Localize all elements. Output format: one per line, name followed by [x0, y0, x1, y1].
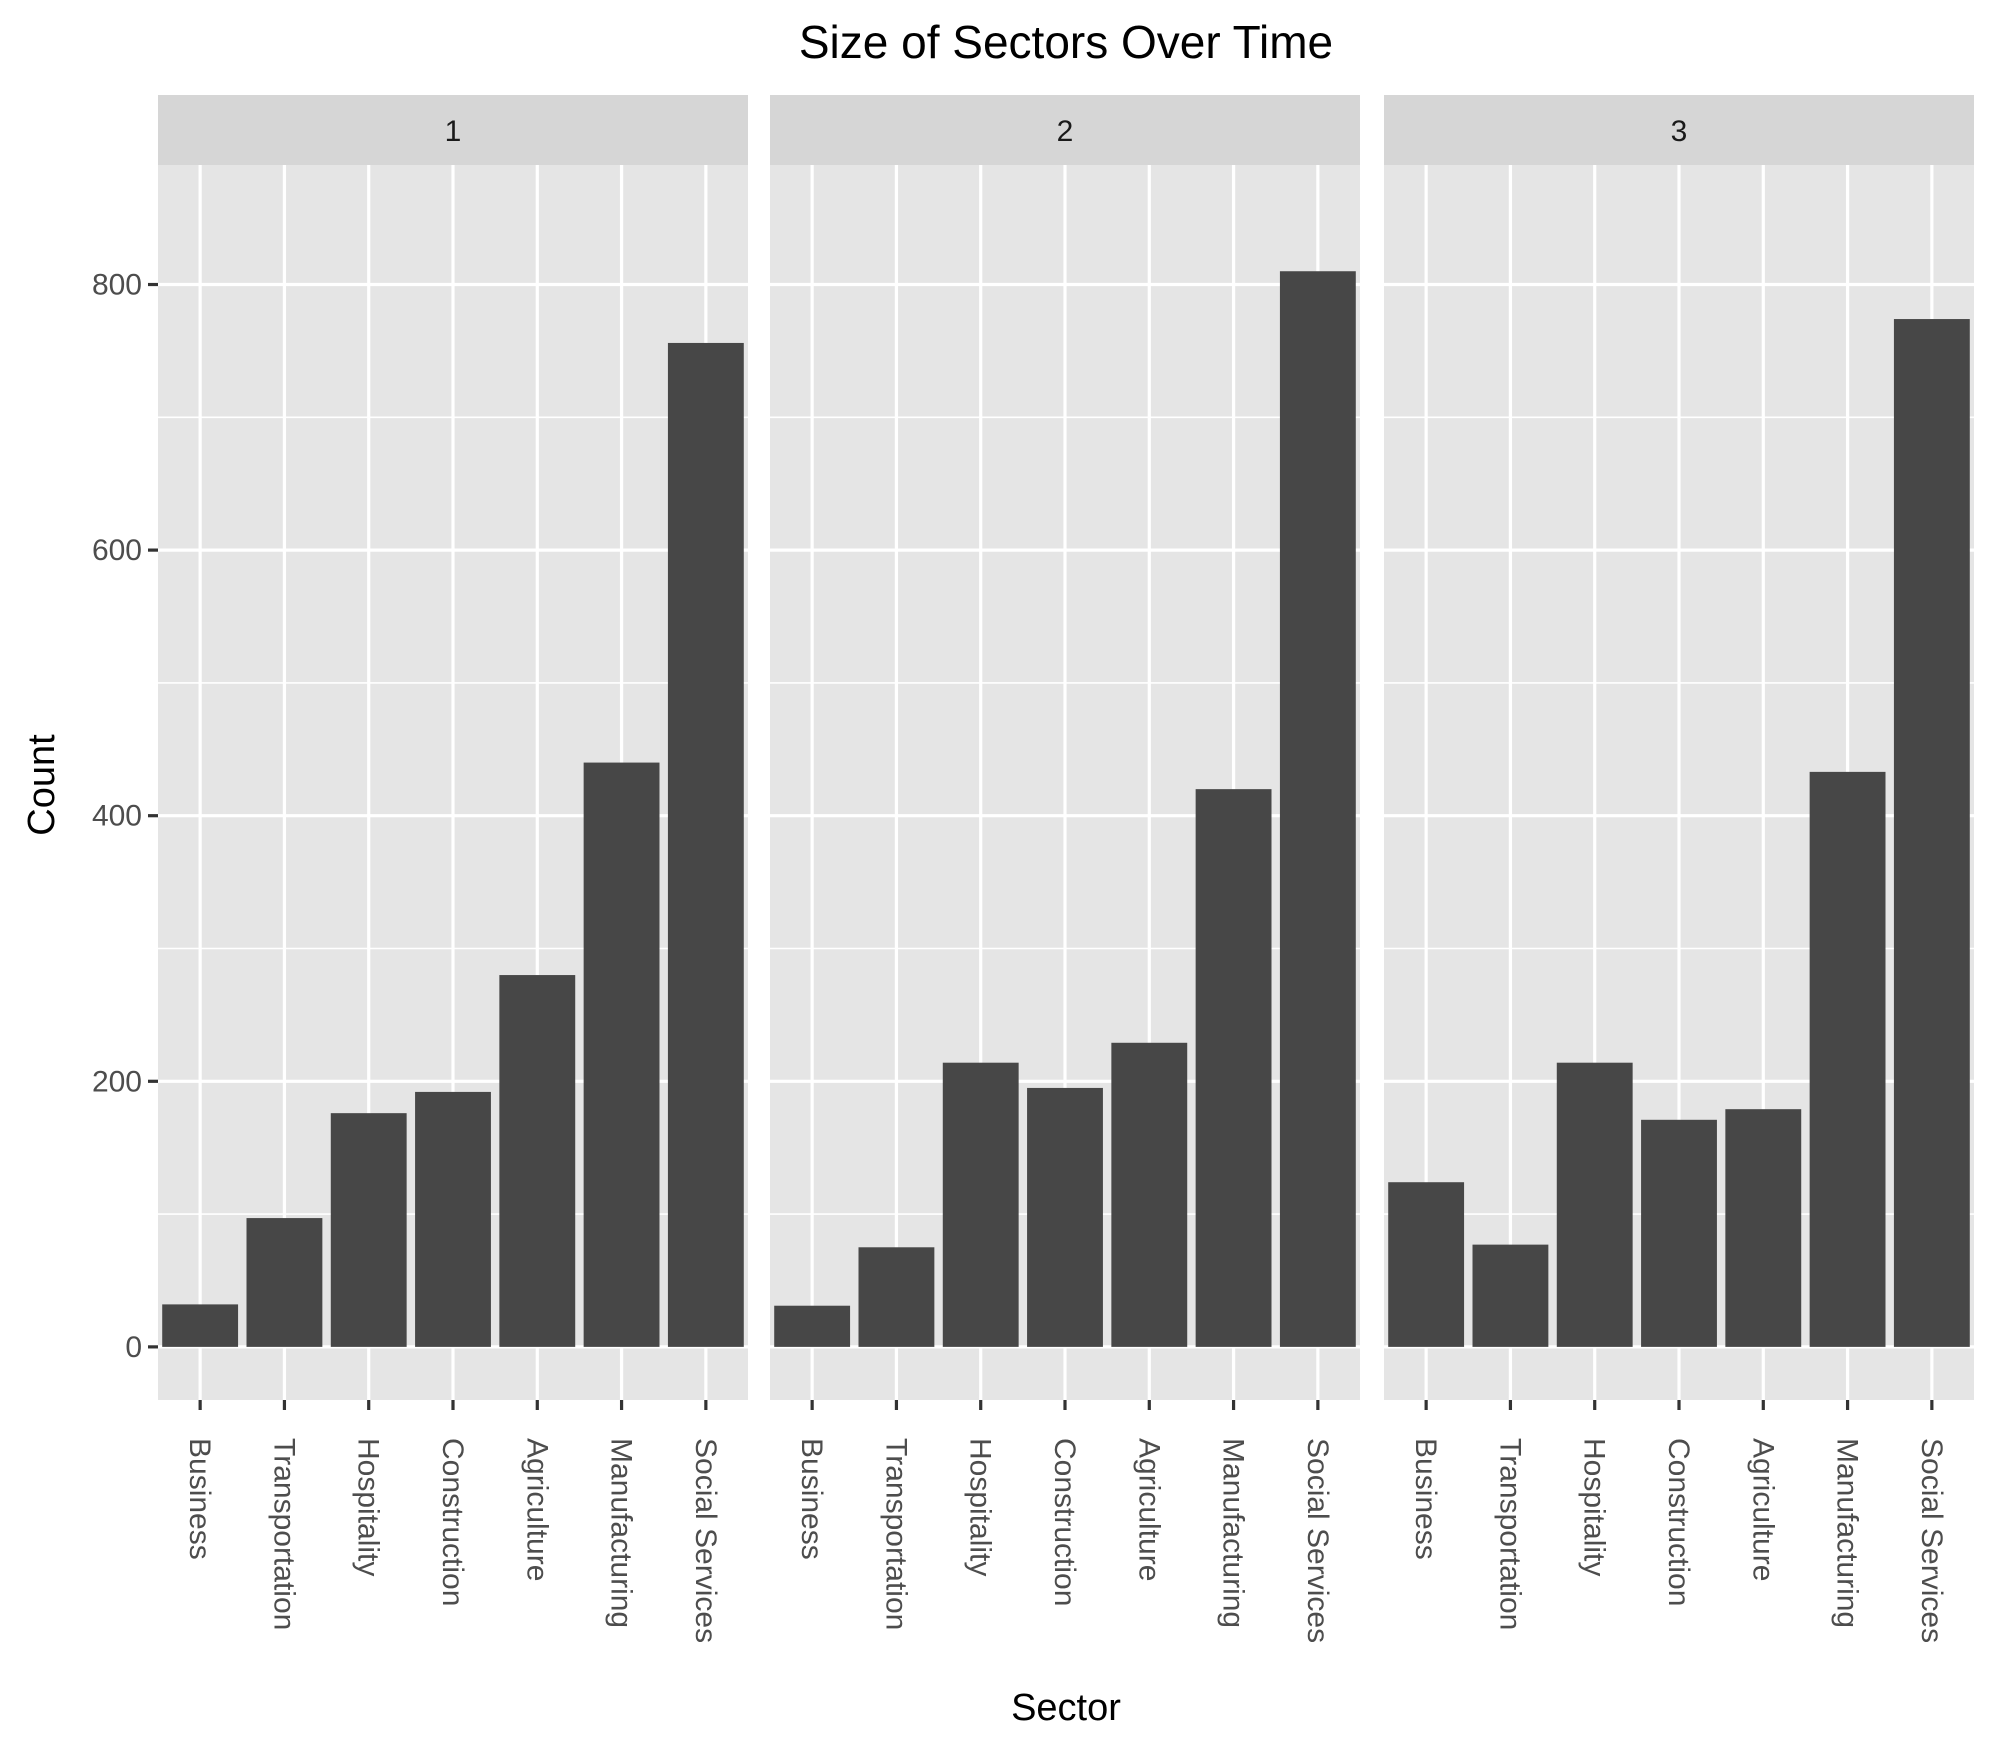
- bar: [1111, 1042, 1188, 1347]
- x-tick-label: Agriculture: [1746, 1438, 1779, 1581]
- x-axis-title: Sector: [1011, 1687, 1121, 1729]
- x-tick-label: Business: [183, 1438, 216, 1560]
- x-tick-label: Social Services: [1301, 1438, 1334, 1643]
- y-tick-label: 0: [125, 1331, 142, 1364]
- bar: [1279, 271, 1356, 1347]
- bar: [1641, 1119, 1717, 1347]
- bar: [499, 975, 576, 1347]
- bar: [1809, 771, 1886, 1347]
- x-tick-label: Transportation: [267, 1438, 300, 1630]
- x-tick-label: Manufacturing: [1217, 1438, 1250, 1628]
- facet-panel: 1 Business Transportation Hospitality Constr…: [158, 95, 748, 1643]
- facet-panel: 3 Business Transportation Hospitality Constr…: [1384, 95, 1974, 1643]
- facet-label: 3: [1671, 115, 1688, 148]
- bar: [858, 1247, 935, 1347]
- bar: [942, 1062, 1019, 1347]
- x-tick-label: Construction: [1662, 1438, 1695, 1606]
- facet-strip: [158, 95, 748, 165]
- bar: [246, 1218, 323, 1347]
- x-tick-label: Manufacturing: [1831, 1438, 1864, 1628]
- x-tick-label: Social Services: [1915, 1438, 1948, 1643]
- y-tick-label: 600: [92, 534, 142, 567]
- x-tick-label: Transportation: [1493, 1438, 1526, 1630]
- x-tick-label: Transportation: [879, 1438, 912, 1630]
- x-tick-label: Agriculture: [520, 1438, 553, 1581]
- bar: [415, 1091, 491, 1347]
- bar: [1556, 1062, 1633, 1347]
- x-tick-label: Business: [1409, 1438, 1442, 1560]
- chart-title: Size of Sectors Over Time: [799, 16, 1333, 68]
- y-axis-title: Count: [21, 734, 63, 836]
- bar: [1893, 319, 1970, 1347]
- x-tick-label: Hospitality: [1578, 1438, 1611, 1576]
- facet-label: 2: [1057, 115, 1074, 148]
- x-tick-label: Business: [795, 1438, 828, 1560]
- x-tick-label: Construction: [1048, 1438, 1081, 1606]
- bar: [667, 342, 744, 1347]
- x-tick-label: Agriculture: [1132, 1438, 1165, 1581]
- y-tick-label: 800: [92, 269, 142, 302]
- bar: [583, 762, 660, 1347]
- bar: [330, 1113, 407, 1347]
- bar: [1195, 789, 1272, 1347]
- facet-panel: 2 Business Transportation Hospitality Constr…: [770, 95, 1360, 1643]
- facet-label: 1: [445, 115, 462, 148]
- y-tick-label: 400: [92, 800, 142, 833]
- x-tick-label: Hospitality: [964, 1438, 997, 1576]
- bar: [1472, 1244, 1549, 1347]
- x-tick-label: Construction: [436, 1438, 469, 1606]
- bar: [162, 1304, 239, 1347]
- x-tick-label: Hospitality: [352, 1438, 385, 1576]
- bar: [1027, 1087, 1103, 1347]
- x-tick-label: Manufacturing: [605, 1438, 638, 1628]
- facet-strip: [1384, 95, 1974, 165]
- bar: [1725, 1109, 1802, 1347]
- x-tick-label: Social Services: [689, 1438, 722, 1643]
- bar: [1388, 1182, 1465, 1347]
- bar: [774, 1305, 851, 1347]
- y-tick-label: 200: [92, 1065, 142, 1098]
- facet-strip: [770, 95, 1360, 165]
